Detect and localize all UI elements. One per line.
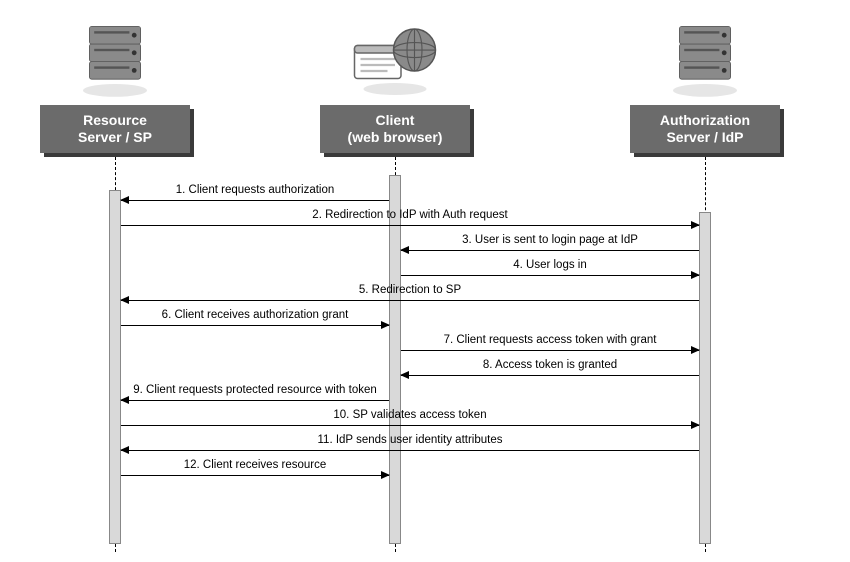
message-label: 7. Client requests access token with gra…: [444, 334, 657, 346]
arrow-head-icon: [691, 271, 700, 279]
globe-icon-client: [350, 18, 440, 100]
message-line: [121, 225, 699, 226]
participant-label: Server / SP: [40, 129, 190, 146]
participant-label: Resource: [40, 112, 190, 129]
participant-client: Client (web browser): [320, 105, 470, 153]
message: 12. Client receives resource: [121, 463, 389, 477]
message: 6. Client receives authorization grant: [121, 313, 389, 327]
message-label: 10. SP validates access token: [333, 409, 486, 421]
message-line: [401, 275, 699, 276]
activation-bar: [389, 175, 401, 544]
message-line: [121, 475, 389, 476]
message: 7. Client requests access token with gra…: [401, 338, 699, 352]
message-label: 12. Client receives resource: [184, 459, 327, 471]
message-line: [121, 300, 699, 301]
message-line: [401, 350, 699, 351]
participant-sp: Resource Server / SP: [40, 105, 190, 153]
message-line: [121, 400, 389, 401]
message-label: 4. User logs in: [513, 259, 587, 271]
activation-bar: [699, 212, 711, 544]
message-line: [121, 200, 389, 201]
arrow-head-icon: [120, 196, 129, 204]
message-label: 2. Redirection to IdP with Auth request: [312, 209, 507, 221]
participant-label: (web browser): [320, 129, 470, 146]
arrow-head-icon: [400, 246, 409, 254]
arrow-head-icon: [381, 471, 390, 479]
arrow-head-icon: [120, 396, 129, 404]
message-line: [121, 450, 699, 451]
message: 11. IdP sends user identity attributes: [121, 438, 699, 452]
message: 10. SP validates access token: [121, 413, 699, 427]
arrow-head-icon: [381, 321, 390, 329]
message: 3. User is sent to login page at IdP: [401, 238, 699, 252]
message-label: 6. Client receives authorization grant: [162, 309, 349, 321]
server-icon-sp: [75, 20, 155, 100]
arrow-head-icon: [120, 296, 129, 304]
message-label: 1. Client requests authorization: [176, 184, 335, 196]
participant-idp: Authorization Server / IdP: [630, 105, 780, 153]
message-line: [401, 250, 699, 251]
server-icon-idp: [665, 20, 745, 100]
arrow-head-icon: [120, 446, 129, 454]
message-label: 5. Redirection to SP: [359, 284, 461, 296]
arrow-head-icon: [691, 346, 700, 354]
message: 5. Redirection to SP: [121, 288, 699, 302]
message-label: 8. Access token is granted: [483, 359, 617, 371]
arrow-head-icon: [400, 371, 409, 379]
message-label: 11. IdP sends user identity attributes: [318, 434, 503, 446]
participant-label: Server / IdP: [630, 129, 780, 146]
message: 8. Access token is granted: [401, 363, 699, 377]
message: 9. Client requests protected resource wi…: [121, 388, 389, 402]
participant-label: Client: [320, 112, 470, 129]
message-label: 9. Client requests protected resource wi…: [133, 384, 377, 396]
activation-bar: [109, 190, 121, 544]
message: 2. Redirection to IdP with Auth request: [121, 213, 699, 227]
arrow-head-icon: [691, 221, 700, 229]
message-line: [121, 325, 389, 326]
message: 1. Client requests authorization: [121, 188, 389, 202]
message-line: [401, 375, 699, 376]
message-line: [121, 425, 699, 426]
arrow-head-icon: [691, 421, 700, 429]
message-label: 3. User is sent to login page at IdP: [462, 234, 638, 246]
participant-label: Authorization: [630, 112, 780, 129]
message: 4. User logs in: [401, 263, 699, 277]
